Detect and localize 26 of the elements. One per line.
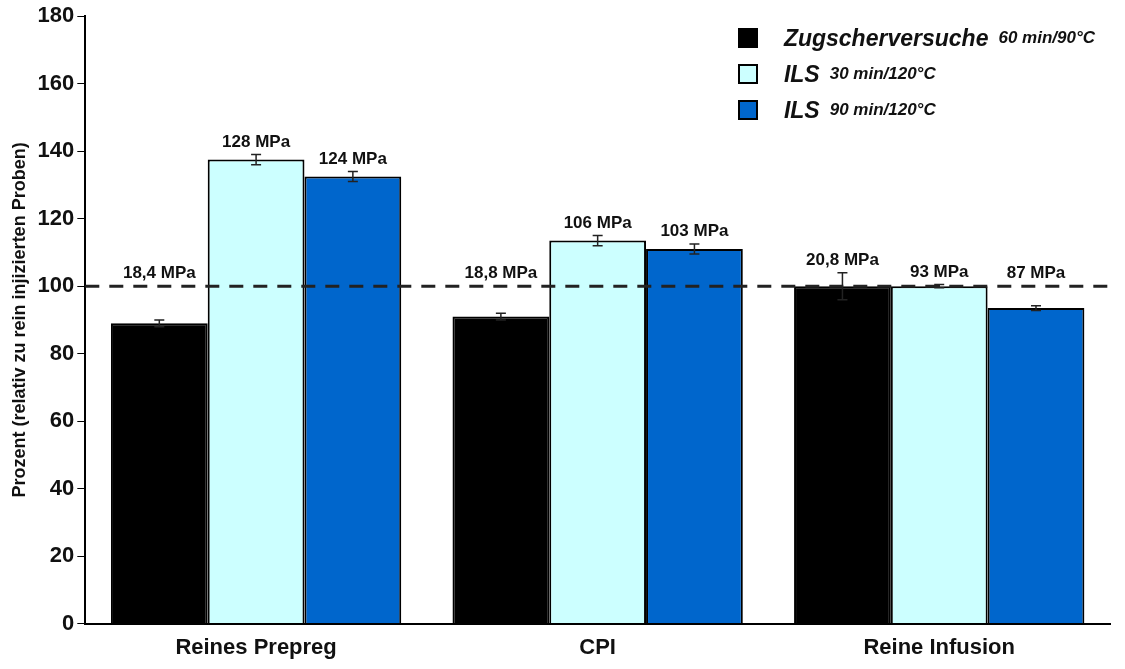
y-tick-label: 160 xyxy=(37,69,75,95)
annotation: 20,8 MPa xyxy=(806,249,880,269)
legend-label: ILS 30 min/120°C xyxy=(783,60,936,88)
x-tick-label: Reine Infusion xyxy=(863,633,1015,659)
y-tick-label: 180 xyxy=(37,2,75,28)
annotation: 87 MPa xyxy=(1006,263,1066,283)
legend-label: ILS 90 min/120°C xyxy=(783,96,936,124)
y-tick-label: 40 xyxy=(49,474,75,500)
annotation: 103 MPa xyxy=(660,221,729,241)
x-tick-label: CPI xyxy=(579,633,616,659)
y-tick-label: 80 xyxy=(49,339,75,365)
annotation: 93 MPa xyxy=(909,261,970,281)
x-tick-label: Reines Prepreg xyxy=(175,633,337,659)
annotation: 124 MPa xyxy=(318,148,388,168)
y-axis-title: Prozent (relativ zu rein injizierten Proben) xyxy=(8,142,29,498)
legend-label: Zugscherversuche 60 min/90°C xyxy=(783,24,1095,52)
annotation: 18,8 MPa xyxy=(464,263,538,283)
y-tick-label: 140 xyxy=(37,137,75,163)
y-tick-label: 20 xyxy=(49,542,75,568)
y-tick-label: 60 xyxy=(49,407,75,433)
annotation: 18,4 MPa xyxy=(122,263,197,283)
annotation: 128 MPa xyxy=(222,131,291,151)
y-tick-label: 0 xyxy=(62,609,75,635)
y-tick-label: 100 xyxy=(37,272,75,298)
annotation: 106 MPa xyxy=(563,212,633,232)
y-tick-label: 120 xyxy=(37,204,75,230)
